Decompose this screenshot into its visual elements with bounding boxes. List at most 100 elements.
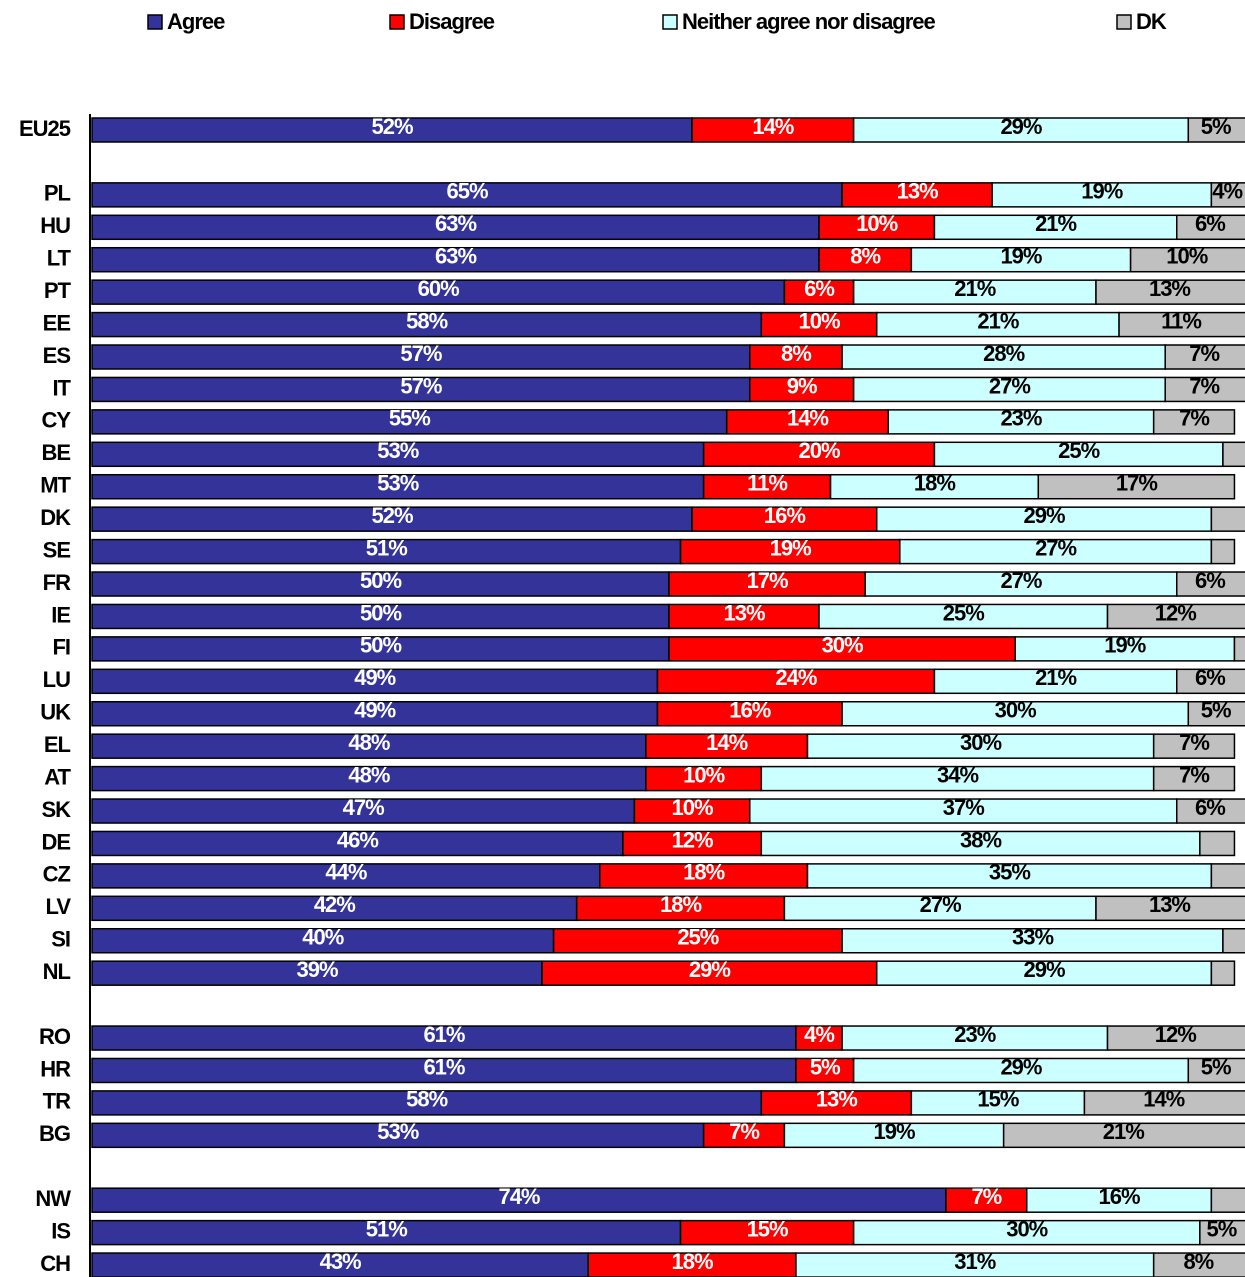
- y-tick-label: AT: [44, 764, 71, 789]
- value-label: 5%: [1201, 1054, 1231, 1079]
- bar-segment: [91, 1187, 947, 1213]
- value-label: 8%: [1183, 1249, 1213, 1274]
- value-label: 13%: [1149, 276, 1190, 301]
- legend-swatch: [389, 14, 405, 30]
- bar-segment: [1164, 344, 1245, 370]
- value-label: 49%: [354, 698, 395, 723]
- value-label: 29%: [689, 957, 730, 982]
- value-label: 40%: [302, 925, 343, 950]
- bar-segment: [1106, 1025, 1245, 1051]
- bar-segment: [1152, 765, 1236, 792]
- y-tick-label: HU: [40, 213, 70, 238]
- bar-segment: [645, 765, 763, 792]
- value-label: 7%: [1179, 730, 1209, 755]
- bar-segment: [1152, 1252, 1245, 1277]
- value-label: 52%: [372, 114, 413, 139]
- value-label: 13%: [897, 179, 938, 204]
- bar-segment: [91, 538, 682, 565]
- value-label: 7%: [1189, 373, 1219, 398]
- bar-segment: [1210, 960, 1236, 986]
- value-label: 21%: [954, 276, 995, 301]
- bar-segment: [1199, 1219, 1245, 1246]
- value-label: 44%: [325, 860, 366, 885]
- value-label: 25%: [677, 925, 718, 950]
- bar-segment: [91, 830, 624, 857]
- bar-segment: [749, 798, 1178, 824]
- value-label: 4%: [804, 1022, 834, 1047]
- bar-segment: [91, 700, 659, 727]
- bar-segment: [852, 376, 1166, 403]
- y-tick-label: MT: [40, 473, 71, 498]
- y-tick-label: EL: [44, 732, 71, 757]
- value-label: 27%: [1035, 535, 1076, 560]
- value-label: 48%: [348, 730, 389, 755]
- y-tick-label: RO: [39, 1024, 71, 1049]
- y-tick-label: NL: [43, 959, 71, 984]
- value-label: 29%: [1024, 503, 1065, 528]
- value-label: 18%: [683, 860, 724, 885]
- y-tick-label: UK: [40, 700, 71, 725]
- value-label: 11%: [1161, 308, 1201, 333]
- value-label: 9%: [787, 373, 817, 398]
- value-label: 7%: [1189, 341, 1219, 366]
- y-tick-label: CY: [41, 408, 71, 433]
- y-tick-label: HR: [40, 1056, 71, 1081]
- bar-segment: [91, 441, 705, 468]
- value-label: 12%: [1155, 600, 1196, 625]
- value-label: 10%: [1166, 244, 1207, 269]
- value-label: 31%: [954, 1249, 995, 1274]
- value-label: 61%: [423, 1054, 464, 1079]
- value-label: 5%: [1201, 114, 1231, 139]
- value-label: 53%: [377, 1119, 418, 1144]
- bar-segment: [1176, 214, 1245, 241]
- y-tick-label: LV: [46, 894, 72, 919]
- bar-segment: [575, 895, 786, 922]
- value-label: 29%: [1000, 114, 1041, 139]
- value-label: 19%: [874, 1119, 915, 1144]
- value-label: 27%: [920, 892, 961, 917]
- value-label: 16%: [1099, 1184, 1140, 1209]
- y-tick-label: NW: [35, 1186, 71, 1211]
- value-label: 21%: [1035, 211, 1076, 236]
- value-label: 42%: [314, 892, 355, 917]
- bar-segment: [852, 279, 1097, 305]
- bar-segment: [633, 798, 751, 824]
- bar-segment: [1152, 733, 1236, 759]
- bar-segment: [760, 765, 1155, 792]
- bar-segment: [702, 1122, 786, 1149]
- value-label: 27%: [989, 373, 1030, 398]
- value-label: 7%: [729, 1119, 759, 1144]
- value-label: 16%: [729, 698, 770, 723]
- bar-segment: [818, 603, 1109, 630]
- value-label: 8%: [781, 341, 811, 366]
- value-label: 25%: [943, 600, 984, 625]
- bar-segment: [852, 117, 1190, 143]
- bar-segment: [91, 1025, 797, 1051]
- value-label: 50%: [360, 600, 401, 625]
- y-tick-label: DK: [40, 505, 71, 530]
- bar-segment: [91, 798, 636, 824]
- value-label: 10%: [856, 211, 897, 236]
- bar-segment: [1164, 376, 1245, 403]
- bar-segment: [1176, 668, 1245, 695]
- value-label: 51%: [366, 1216, 407, 1241]
- value-label: 49%: [354, 665, 395, 690]
- value-label: 6%: [1195, 795, 1225, 820]
- y-tick-label: BG: [39, 1121, 70, 1146]
- value-label: 65%: [447, 179, 488, 204]
- bar-segment: [552, 928, 843, 954]
- value-label: 5%: [1207, 1216, 1237, 1241]
- value-label: 12%: [672, 827, 713, 852]
- value-label: 53%: [377, 438, 418, 463]
- bar-segment: [668, 603, 820, 630]
- value-label: 10%: [798, 308, 839, 333]
- y-tick-label: SK: [41, 797, 71, 822]
- bar-segment: [887, 409, 1155, 435]
- bar-segment: [1083, 1090, 1245, 1116]
- value-label: 30%: [960, 730, 1001, 755]
- bar-segment: [875, 960, 1213, 986]
- legend-label: Neither agree nor disagree: [682, 9, 936, 34]
- bar-segment: [91, 928, 555, 954]
- bar-segment: [91, 668, 659, 695]
- bar-segment: [1187, 117, 1245, 143]
